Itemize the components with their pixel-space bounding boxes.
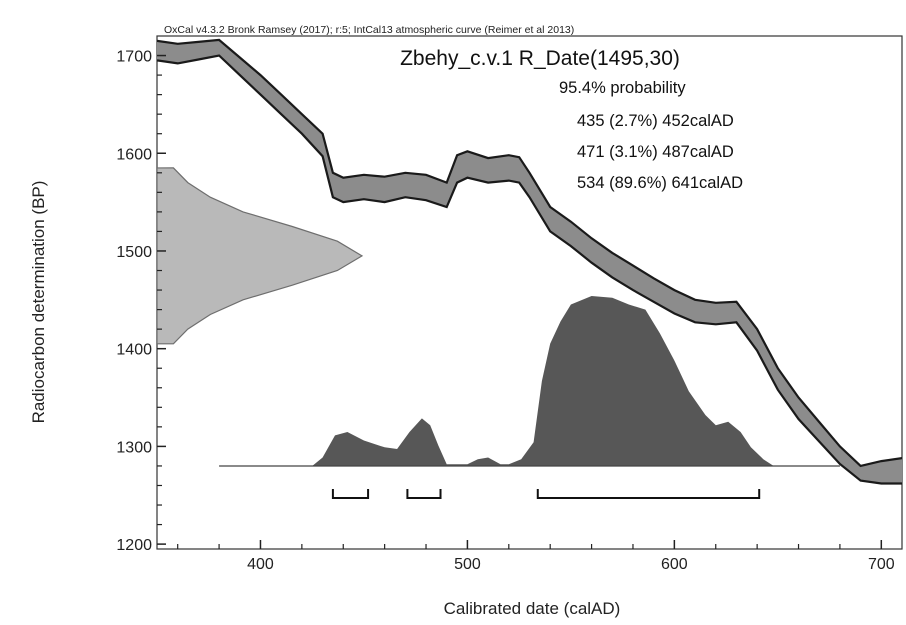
y-tick-label: 1400 <box>116 342 152 359</box>
range-bracket-2 <box>406 489 442 499</box>
range-label-2: 471 (3.1%) 487calAD <box>577 143 734 161</box>
range-bracket-3 <box>536 489 761 499</box>
calibration-curve-upper <box>157 38 902 468</box>
x-tick-label: 700 <box>868 556 895 573</box>
y-tick-label: 1700 <box>116 49 152 66</box>
probability-heading: 95.4% probability <box>559 79 686 97</box>
range-label-3: 534 (89.6%) 641calAD <box>577 174 743 192</box>
chart-title: Zbehy_c.v.1 R_Date(1495,30) <box>400 47 680 70</box>
calibration-curve-lower <box>157 54 902 485</box>
y-tick-label: 1600 <box>116 146 152 163</box>
y-tick-label: 1500 <box>116 244 152 261</box>
range-label-1: 435 (2.7%) 452calAD <box>577 112 734 130</box>
y-tick-label: 1300 <box>116 439 152 456</box>
plot-area <box>157 38 902 499</box>
y-axis-label: Radiocarbon determination (BP) <box>29 181 48 424</box>
x-tick-label: 600 <box>661 556 688 573</box>
axes: 400 500 600 700 1200 1300 1400 1500 1600 1700 <box>116 49 894 573</box>
chart-header: OxCal v4.3.2 Bronk Ramsey (2017); r:5; I… <box>164 24 574 36</box>
calibrated-distribution <box>219 296 840 466</box>
radiocarbon-distribution <box>157 167 364 345</box>
x-axis-label: Calibrated date (calAD) <box>444 599 621 618</box>
calibration-curve-band <box>157 39 902 484</box>
x-tick-label: 400 <box>247 556 274 573</box>
range-bracket-1 <box>331 489 370 499</box>
x-tick-label: 500 <box>454 556 481 573</box>
y-tick-label: 1200 <box>116 537 152 554</box>
